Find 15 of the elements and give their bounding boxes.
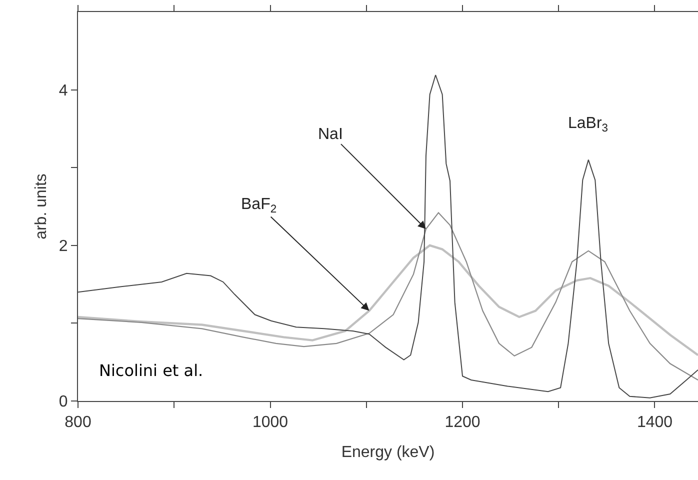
annotation: LaBr$_{3}$ <box>568 115 608 134</box>
y-tick-label: 2 <box>58 238 68 255</box>
y-tick-label: 0 <box>58 394 68 411</box>
annotation: NaI <box>318 126 343 143</box>
x-tick-label: 1200 <box>444 414 480 432</box>
x-tick-label: 1000 <box>252 414 288 432</box>
line-series <box>78 244 698 356</box>
y-axis-title: arb. units <box>32 174 50 240</box>
annotation: Nicolini et al. <box>99 361 204 380</box>
line-series <box>78 212 698 381</box>
x-tick-label: 1400 <box>636 414 673 432</box>
x-axis-title: Energy (keV) <box>341 444 435 461</box>
y-tick-label: 4 <box>58 82 68 100</box>
annotation: BaF$_{2}$ <box>241 196 277 216</box>
x-tick-label: 800 <box>64 414 92 432</box>
